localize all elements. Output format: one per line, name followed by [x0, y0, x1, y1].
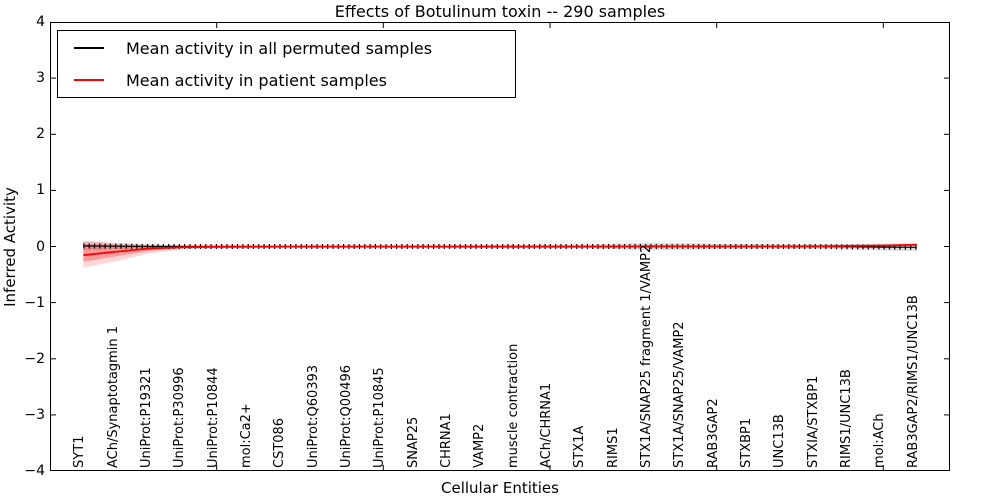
x-category-label: SYT1 [72, 435, 88, 468]
x-category-label: UniProt:P30996 [172, 367, 188, 468]
permuted-line-swatch [74, 47, 104, 49]
x-category-label: SNAP25 [405, 416, 421, 468]
x-category-label: UniProt:Q60393 [305, 364, 321, 468]
plot-area [50, 22, 950, 471]
x-category-label: CST086 [272, 417, 288, 468]
x-category-label: CHRNA1 [439, 413, 454, 468]
x-category-label: UniProt:Q00496 [339, 364, 354, 468]
y-tick-label: 1 [36, 182, 45, 199]
x-category-label: ACh/CHRNA1 [539, 382, 554, 468]
y-tick-label: 0 [36, 238, 45, 255]
x-category-label: UniProt:P10845 [372, 367, 388, 468]
x-category-label: STX1A/SNAP25/VAMP2 [672, 321, 688, 468]
x-category-label: VAMP2 [472, 423, 488, 468]
legend: Mean activity in all permuted samples Me… [57, 30, 516, 98]
x-category-label: RAB3GAP2 [705, 398, 721, 468]
x-category-label: mol:Ca2+ [239, 403, 254, 468]
x-category-label: UniProt:P10844 [205, 367, 221, 468]
y-tick-label: 3 [36, 70, 45, 87]
x-category-label: UNC13B [772, 414, 788, 468]
legend-item-permuted: Mean activity in all permuted samples [58, 32, 515, 64]
x-category-label: UniProt:P19321 [139, 367, 154, 468]
y-axis-label: Inferred Activity [1, 187, 19, 307]
x-category-label: STXIA/STXBP1 [805, 375, 821, 468]
x-category-label: ACh/Synaptotagmin 1 [105, 325, 121, 468]
y-tick-label: −4 [24, 463, 45, 479]
y-tick-label: −2 [24, 350, 45, 367]
y-tick-label: 2 [36, 126, 45, 143]
x-category-label: STX1A [572, 425, 588, 468]
x-category-label: RIMS1 [605, 427, 621, 468]
x-category-label: mol:ACh [872, 413, 888, 468]
x-axis-label: Cellular Entities [441, 479, 559, 497]
chart-title: Effects of Botulinum toxin -- 290 sample… [334, 2, 666, 21]
x-category-label: STXBP1 [739, 417, 754, 468]
x-category-label: STX1A/SNAP25 fragment 1/VAMP2 [639, 244, 654, 468]
legend-item-patient: Mean activity in patient samples [58, 64, 515, 96]
legend-label-patient: Mean activity in patient samples [126, 70, 387, 90]
y-tick-label: −3 [24, 406, 45, 423]
x-category-label: RAB3GAP2/RIMS1/UNC13B [905, 295, 921, 468]
legend-label-permuted: Mean activity in all permuted samples [126, 38, 433, 58]
y-tick-label: −1 [24, 294, 45, 311]
x-category-label: muscle contraction [505, 343, 521, 468]
x-category-label: RIMS1/UNC13B [839, 369, 854, 468]
y-tick-label: 4 [36, 14, 45, 30]
patient-line-swatch [74, 79, 104, 81]
